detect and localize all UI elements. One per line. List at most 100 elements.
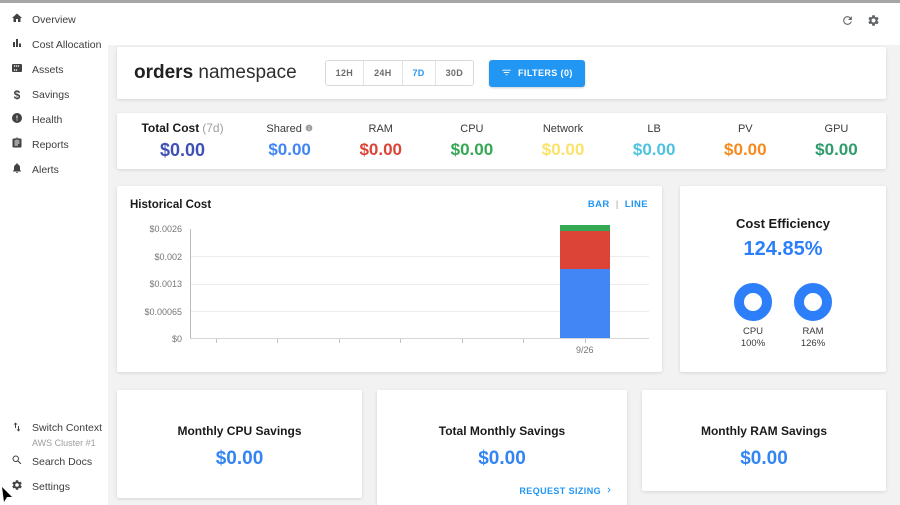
donut-label: RAM bbox=[802, 326, 824, 337]
chevron-right-icon bbox=[604, 485, 614, 497]
ram-efficiency-donut: RAM 126% bbox=[794, 283, 832, 350]
refresh-icon[interactable] bbox=[841, 14, 854, 32]
sidebar-item-health[interactable]: Health bbox=[0, 107, 108, 132]
metric-total-cost: Total Cost (7d) $0.00 bbox=[121, 121, 244, 161]
savings-value: $0.00 bbox=[478, 448, 526, 469]
window-top-edge bbox=[0, 0, 900, 3]
cpu-efficiency-donut: CPU 100% bbox=[734, 283, 772, 350]
monthly-ram-savings-card: Monthly RAM Savings $0.00 bbox=[642, 390, 886, 491]
metric-label: RAM bbox=[368, 122, 393, 135]
savings-title: Total Monthly Savings bbox=[438, 424, 566, 438]
sidebar-item-label: Health bbox=[32, 113, 63, 126]
efficiency-value: 124.85% bbox=[743, 238, 823, 260]
sidebar-item-label: Search Docs bbox=[32, 455, 93, 468]
range-button-30d[interactable]: 30D bbox=[434, 61, 474, 85]
filters-button[interactable]: FILTERS (0) bbox=[489, 59, 585, 87]
donut-ring bbox=[794, 283, 832, 321]
x-tick bbox=[461, 339, 463, 343]
info-icon[interactable] bbox=[305, 123, 313, 135]
topbar bbox=[0, 3, 900, 45]
historical-cost-card: Historical Cost BAR | LINE $0.0026 $0.002… bbox=[117, 186, 662, 372]
x-tick bbox=[338, 339, 340, 343]
metric-ram: RAM $0.00 bbox=[335, 123, 426, 160]
metric-cpu: CPU $0.00 bbox=[426, 123, 517, 160]
metric-label: GPU bbox=[824, 122, 849, 135]
request-sizing-link[interactable]: REQUEST SIZING bbox=[519, 485, 614, 497]
monthly-cpu-savings-card: Monthly CPU Savings $0.00 bbox=[117, 390, 362, 498]
metric-gpu: GPU $0.00 bbox=[791, 123, 882, 160]
sidebar-item-alerts[interactable]: Alerts bbox=[0, 157, 108, 182]
efficiency-title: Cost Efficiency bbox=[736, 216, 830, 231]
metric-label: Total Cost bbox=[141, 121, 200, 135]
sidebar-item-assets[interactable]: Assets bbox=[0, 57, 108, 82]
donut-label: CPU bbox=[742, 326, 764, 337]
metric-lb: LB $0.00 bbox=[609, 123, 700, 160]
y-tick-label: $0 bbox=[171, 334, 182, 344]
x-tick bbox=[215, 339, 217, 343]
sidebar-item-overview[interactable]: Overview bbox=[0, 7, 108, 32]
sidebar-item-reports[interactable]: Reports bbox=[0, 132, 108, 157]
bell-icon bbox=[11, 161, 23, 179]
home-icon bbox=[11, 11, 23, 29]
metric-value: $0.00 bbox=[159, 140, 206, 160]
cost-efficiency-card: Cost Efficiency 124.85% CPU 100% RAM 126% bbox=[680, 186, 886, 372]
sidebar: Overview Cost Allocation Assets $ Saving… bbox=[0, 3, 108, 505]
range-button-12h[interactable]: 12H bbox=[325, 61, 364, 85]
namespace-type-label: namespace bbox=[198, 62, 297, 83]
total-monthly-savings-card: Total Monthly Savings $0.00 REQUEST SIZI… bbox=[377, 390, 627, 505]
historical-plot: 9/26 bbox=[190, 225, 649, 355]
red-segment bbox=[559, 231, 610, 269]
gridline bbox=[191, 256, 649, 258]
line-toggle[interactable]: LINE bbox=[624, 199, 648, 210]
swap-arrows-icon bbox=[11, 418, 23, 438]
y-tick-label: $0.0026 bbox=[149, 224, 182, 234]
x-tick bbox=[584, 339, 586, 343]
sidebar-item-label: Assets bbox=[32, 63, 64, 76]
dollar-icon: $ bbox=[13, 87, 21, 102]
gridline bbox=[191, 310, 649, 312]
sidebar-item-cost-allocation[interactable]: Cost Allocation bbox=[0, 32, 108, 57]
sidebar-item-label: Alerts bbox=[32, 163, 59, 176]
metric-label: CPU bbox=[460, 122, 484, 135]
main-content: orders namespace 12H 24H 7D 30D FILTERS … bbox=[108, 45, 900, 505]
metric-value: $0.00 bbox=[815, 139, 858, 159]
savings-title: Monthly CPU Savings bbox=[177, 424, 302, 438]
bar-toggle[interactable]: BAR bbox=[587, 199, 610, 210]
blue-segment bbox=[559, 268, 610, 338]
sidebar-item-settings[interactable]: Settings bbox=[0, 474, 108, 499]
metric-window-suffix: (7d) bbox=[202, 121, 224, 135]
toggle-divider: | bbox=[615, 199, 619, 210]
metric-value: $0.00 bbox=[541, 139, 585, 159]
metric-value: $0.00 bbox=[268, 139, 311, 159]
savings-title: Monthly RAM Savings bbox=[700, 424, 827, 438]
metric-label: LB bbox=[647, 122, 661, 135]
sidebar-item-savings[interactable]: $ Savings bbox=[0, 82, 108, 107]
sidebar-item-label: Cost Allocation bbox=[32, 38, 102, 51]
savings-value: $0.00 bbox=[215, 448, 264, 469]
metric-pv: PV $0.00 bbox=[700, 123, 791, 160]
range-button-24h[interactable]: 24H bbox=[363, 61, 402, 85]
y-tick-label: $0.00065 bbox=[144, 306, 182, 317]
cost-metrics-card: Total Cost (7d) $0.00 Shared $0.00 RAM $… bbox=[117, 113, 886, 169]
x-tick bbox=[400, 339, 402, 343]
x-tick-label: 9/26 bbox=[576, 345, 594, 355]
sidebar-item-search-docs[interactable]: Search Docs bbox=[0, 449, 108, 474]
cluster-context-label: AWS Cluster #1 bbox=[32, 438, 96, 448]
metric-value: $0.00 bbox=[632, 139, 676, 159]
settings-gear-icon[interactable] bbox=[867, 14, 880, 32]
x-tick bbox=[277, 339, 279, 343]
range-button-7d[interactable]: 7D bbox=[401, 61, 435, 85]
metric-value: $0.00 bbox=[450, 139, 494, 159]
sidebar-item-label: Savings bbox=[32, 88, 70, 101]
metric-shared: Shared $0.00 bbox=[244, 123, 335, 160]
namespace-name: orders bbox=[134, 62, 194, 83]
x-tick bbox=[523, 339, 525, 343]
metric-label: Network bbox=[542, 122, 584, 135]
stacked-bar[interactable] bbox=[559, 225, 610, 338]
sidebar-item-label: Settings bbox=[32, 480, 70, 493]
sidebar-item-switch-context[interactable]: Switch Context AWS Cluster #1 bbox=[0, 415, 108, 449]
bar-chart-icon bbox=[11, 36, 23, 54]
sidebar-item-label: Overview bbox=[32, 13, 76, 26]
savings-value: $0.00 bbox=[740, 448, 788, 469]
